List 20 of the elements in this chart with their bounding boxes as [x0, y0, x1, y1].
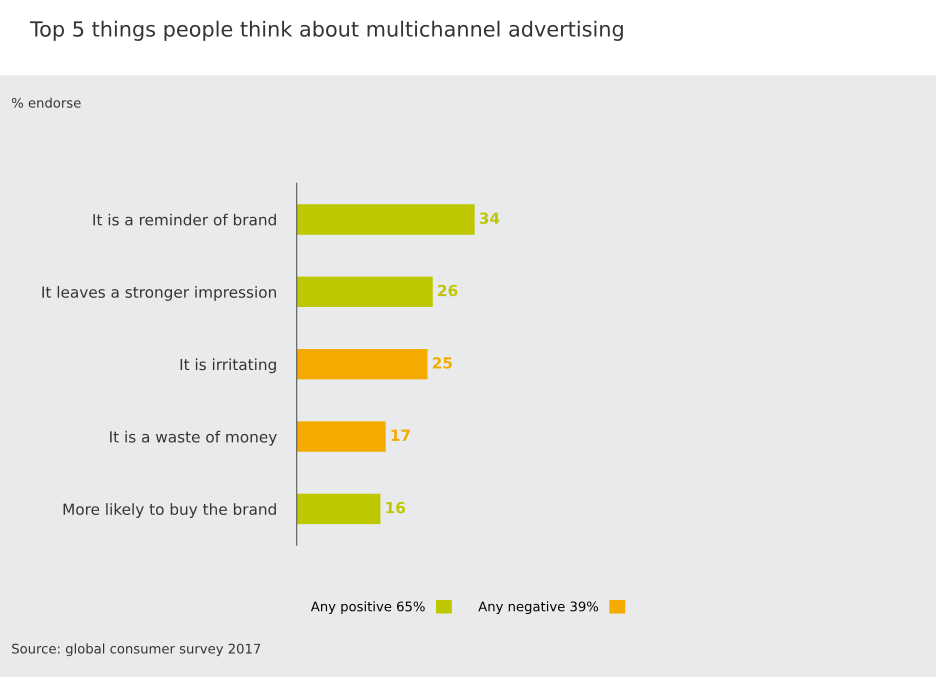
bar [296, 349, 428, 380]
y-tick-label: It is a waste of money [110, 430, 277, 446]
y-tick-label: It is a reminder of brand [93, 214, 276, 226]
data-label: 25 [432, 357, 452, 369]
data-label: 34 [480, 212, 500, 224]
data-label: 16 [386, 502, 406, 514]
legend-label: Any negative 39% [478, 601, 598, 614]
legend-label: Any positive 65% [310, 601, 425, 614]
text: % endorse [12, 98, 81, 108]
bar [296, 276, 433, 308]
data-label: 17 [392, 430, 410, 441]
bar [296, 421, 386, 452]
source-note: Source: global consumer survey 2017 [12, 643, 260, 656]
bar [296, 494, 380, 524]
data-label: 26 [438, 284, 458, 296]
chart-title: Top 5 things people think about multichannel advertising [30, 20, 623, 41]
y-tick-label: More likely to buy the brand [64, 503, 276, 518]
y-tick-label: It leaves a stronger impression [42, 286, 276, 301]
bar [296, 204, 475, 235]
y-tick-label: It is irritating [180, 358, 276, 374]
